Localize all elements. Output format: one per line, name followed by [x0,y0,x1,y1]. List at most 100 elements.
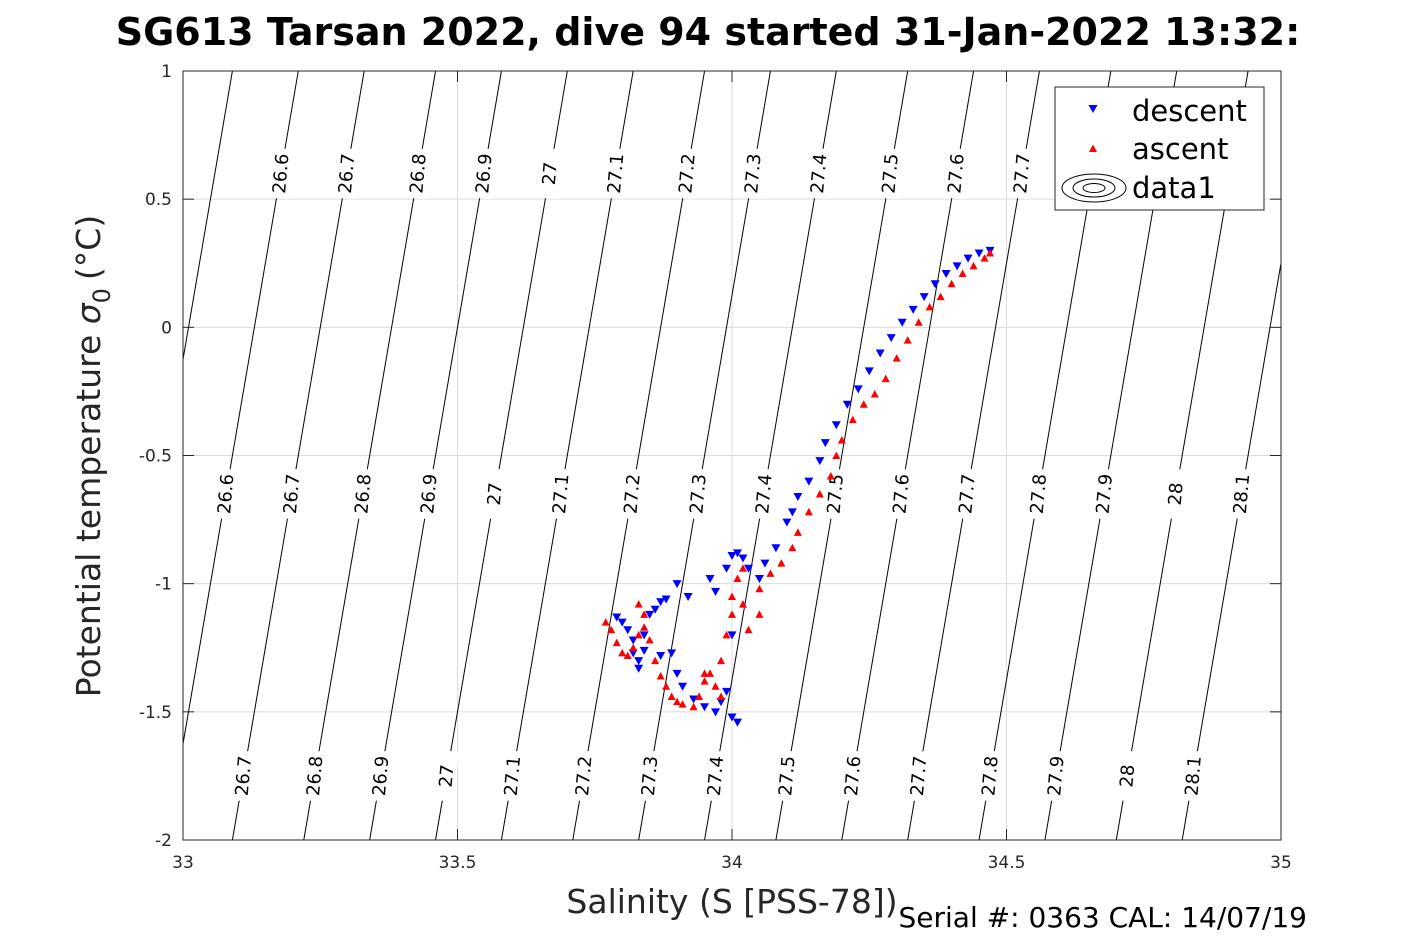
contour-label-27.7-1: 27.7 [954,468,980,520]
descent-point-8 [645,610,655,619]
contour-label-bg-27.7-2 [906,750,931,802]
ascent-point-9 [640,623,649,631]
descent-point-3 [628,636,638,645]
descent-point-37 [831,421,841,430]
contour-label-26.7-2: 26.7 [231,750,256,802]
ascent-point-25 [728,592,736,600]
descent-point-35 [815,457,825,466]
descent-point-14 [678,682,688,691]
contour-label-text-27.6-2: 27.6 [841,755,865,797]
contour-label-bg-28.1-2 [1181,750,1206,802]
y-tick-label-3: -0.5 [139,447,172,467]
isopycnal-26.8 [303,71,437,840]
descent-point-6 [639,646,649,655]
isopycnal-27.1 [500,71,634,840]
ascent-point-0 [601,618,610,626]
legend-data1-ellipse-middle [1072,178,1116,198]
ascent-point-21 [711,682,720,690]
legend-data1-ellipses-icon [1061,173,1127,203]
legend-data1-label: data1 [1132,171,1216,205]
contour-label-text-27.6-1: 27.6 [889,473,913,515]
contour-label-bg-27.7-1 [954,468,980,520]
descent-point-19 [722,687,732,696]
contour-label-27.2-2: 27.2 [571,750,596,802]
descent-point-23 [722,564,732,573]
contour-label-bg-27.6-0 [943,147,969,200]
legend-descent-label: descent [1132,94,1247,128]
isopycnal-27.4 [704,71,837,840]
contour-label-bg-26.8-1 [350,468,376,520]
y-axis-label: Potential temperature σ0 (°C) [69,215,116,697]
contour-label-bg-27.2-2 [571,750,596,802]
contour-label-27.1-1: 27.1 [548,468,573,520]
descent-point-40 [864,367,874,376]
isopycnal-26.9 [369,71,502,840]
ascent-point-54 [755,610,764,618]
ascent-point-46 [925,302,934,311]
contour-label-27-0: 27 [537,147,562,200]
contour-label-bg-26.9-1 [416,468,442,520]
contour-label-bg-26.7-0 [334,147,359,200]
ascent-point-32 [788,543,797,552]
ascent-point-10 [645,636,654,644]
contour-label-text-27.1-1: 27.1 [549,473,573,515]
legend-data1-ellipse-outer [1061,173,1127,203]
descent-point-55 [683,592,693,601]
contour-label-27.3-2: 27.3 [637,750,662,802]
x-tick-labels: 33 33.5 34 34.5 35 [172,853,1292,873]
ascent-point-12 [656,671,665,680]
contour-label-bg-27-1 [482,468,507,520]
ascent-point-56 [700,669,709,677]
ascent-point-24 [728,610,736,618]
contour-label-bg-26.6-0 [268,147,293,200]
ascent-point-43 [892,354,901,362]
descent-point-9 [650,605,660,614]
descent-point-11 [661,595,671,604]
y-tick-label-0: 1 [161,62,172,82]
contour-label-text-27.7-2: 27.7 [907,755,931,797]
legend-box [1054,86,1265,211]
contour-label-text-26.8-2: 26.8 [303,755,327,797]
contour-label-27.4-2: 27.4 [703,750,728,802]
contour-label-text-26.9-2: 26.9 [369,755,393,797]
legend-ascent-marker [1089,144,1097,152]
contour-label-text-27.9-2: 27.9 [1044,755,1068,797]
ascent-point-15 [673,697,682,706]
contour-label-text-26.8-0: 26.8 [406,153,430,195]
contour-label-bg-27.4-0 [806,147,831,200]
descent-point-44 [908,305,918,314]
contour-label-text-26.9-1: 26.9 [417,473,441,515]
contour-label-bg-28-2 [1115,750,1140,802]
contour-label-text-28-2: 28 [1116,764,1139,789]
contour-label-26.9-2: 26.9 [368,750,393,802]
contour-label-text-27.3-2: 27.3 [638,755,662,797]
descent-point-15 [689,695,699,704]
ascent-point-49 [958,269,967,278]
ascent-point-34 [804,507,813,516]
y-tick-label-4: -1 [155,575,172,595]
contour-label-bg-27.3-0 [740,147,766,200]
descent-point-31 [782,518,792,527]
contour-label-27.5-0: 27.5 [877,147,903,200]
contour-label-bg-27.6-2 [840,750,865,802]
isopycnal-27.5 [775,71,909,840]
contour-label-text-28.1-2: 28.1 [1181,755,1205,797]
contour-label-bg-27.8-1 [1026,468,1051,520]
legend-data1-ellipse-inner [1082,183,1106,193]
ascent-point-8 [634,600,643,608]
contour-label-26.7-1: 26.7 [279,468,304,520]
contour-label-bg-27.3-2 [637,750,662,802]
descent-point-49 [963,254,973,263]
contour-label-27.1-2: 27.1 [500,750,525,802]
ascent-point-18 [695,692,704,700]
descent-point-5 [634,657,644,666]
descent-point-43 [897,318,907,327]
contour-label-27.7-0: 27.7 [1009,147,1035,200]
contour-label-text-27.4-2: 27.4 [704,755,728,797]
ascent-point-11 [651,656,660,665]
descent-point-2 [623,626,633,635]
ascent-point-27 [738,600,747,608]
contour-label-27.6-1: 27.6 [888,468,914,520]
contour-label-bg-27.1-2 [500,750,525,802]
serial-cal-footer: Serial #: 0363 CAL: 14/07/19 [899,901,1307,934]
